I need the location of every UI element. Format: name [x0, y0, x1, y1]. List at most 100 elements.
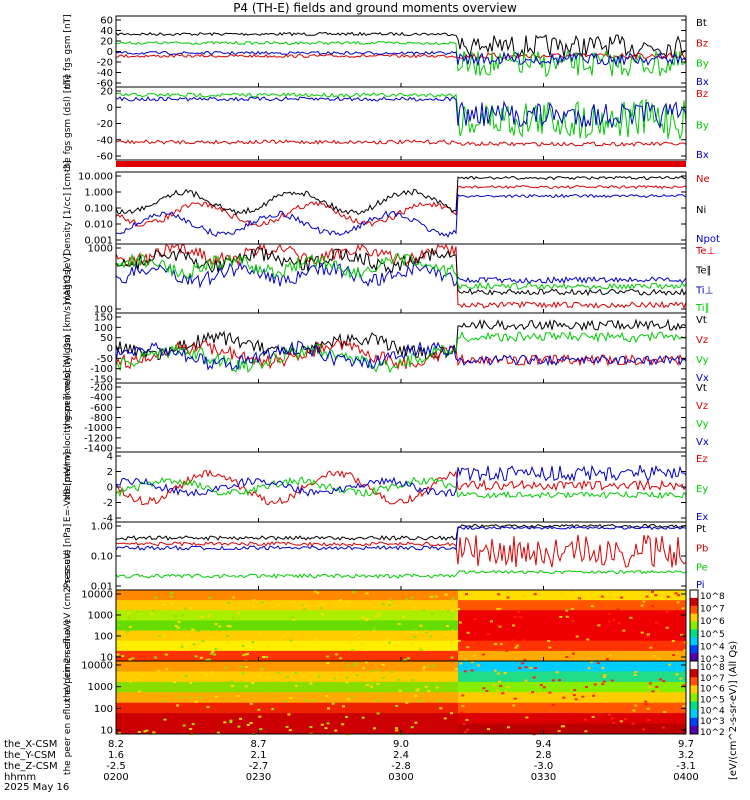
heatmap-speckle: [116, 653, 120, 656]
heatmap-speckle: [555, 671, 559, 674]
series-by: [115, 40, 687, 78]
heatmap-speckle: [622, 629, 626, 632]
heatmap-speckle: [647, 633, 650, 636]
heatmap-speckle: [405, 598, 408, 601]
orbit-row-value: 8.7: [251, 739, 267, 750]
y-tick-label: -2: [103, 498, 113, 509]
heatmap-speckle: [388, 604, 391, 607]
panel-frame: [115, 382, 687, 453]
heatmap-speckle: [647, 719, 651, 721]
heatmap-speckle: [523, 659, 527, 662]
heatmap-speckle: [562, 696, 566, 699]
heatmap-speckle: [607, 713, 611, 716]
heatmap-speckle: [274, 686, 277, 688]
heatmap-speckle: [430, 612, 434, 615]
colorbar-segment: [690, 629, 698, 638]
heatmap-speckle: [439, 707, 443, 710]
heatmap-speckle: [682, 705, 686, 708]
heatmap-speckle: [410, 643, 413, 646]
heatmap-speckle: [529, 666, 533, 669]
heatmap-speckle: [607, 612, 611, 615]
legend-label: Bx: [696, 150, 709, 161]
heatmap-speckle: [683, 649, 687, 652]
heatmap-speckle: [457, 608, 461, 610]
heatmap-speckle: [205, 658, 209, 661]
y-tick-label: 0.10: [91, 552, 113, 563]
heatmap-speckle: [651, 690, 655, 693]
colorbar-segment: [690, 605, 698, 615]
heatmap-band: [458, 681, 686, 693]
legend-label: Ni: [696, 205, 706, 216]
heatmap-speckle: [398, 689, 402, 692]
orbit-row-value: 3.2: [678, 750, 694, 761]
heatmap-speckle: [415, 631, 418, 634]
heatmap-speckle: [642, 600, 646, 603]
colorbar-segment: [690, 701, 698, 711]
colorbar-tick-label: 10^7: [700, 605, 725, 615]
heatmap-speckle: [668, 663, 672, 666]
heatmap-speckle: [662, 726, 665, 729]
colorbar-tick-label: 10^3: [700, 717, 725, 727]
y-tick-label: 2: [107, 467, 113, 478]
colorbar-segment: [690, 661, 698, 670]
heatmap-speckle: [207, 614, 211, 617]
heatmap-speckle: [414, 694, 418, 697]
heatmap-speckle: [551, 704, 555, 706]
heatmap-speckle: [539, 684, 543, 687]
heatmap-speckle: [121, 655, 125, 657]
heatmap-speckle: [444, 593, 448, 596]
y-axis-label: Pressure [nPa]: [63, 524, 73, 589]
heatmap-speckle: [351, 649, 355, 652]
date-label: 2025 May 16: [4, 782, 70, 793]
heatmap-speckle: [191, 723, 195, 726]
y-tick-label: 10000: [81, 590, 113, 601]
heatmap-speckle: [656, 689, 660, 692]
orbit-row-label: the_Y-CSM: [4, 750, 56, 761]
heatmap-speckle: [241, 644, 245, 647]
heatmap-speckle: [251, 641, 255, 644]
legend-label: Bx: [696, 77, 709, 88]
heatmap-speckle: [185, 633, 189, 636]
heatmap-speckle: [590, 605, 594, 608]
series-ey: [115, 476, 687, 500]
heatmap-speckle: [612, 721, 616, 724]
y-tick-label: 0.100: [84, 204, 113, 215]
panel-frame: [115, 171, 687, 245]
panel-frame: [115, 15, 687, 88]
colorbar-segment: [690, 613, 698, 623]
heatmap-speckle: [376, 682, 380, 685]
legend-label: Vx: [696, 373, 709, 384]
heatmap-speckle: [476, 664, 480, 667]
y-tick-label: 50: [100, 333, 113, 344]
heatmap-speckle: [229, 721, 233, 723]
legend-label: Vt: [696, 315, 707, 326]
heatmap-speckle: [395, 729, 399, 732]
heatmap-speckle: [218, 625, 222, 628]
heatmap-speckle: [231, 616, 235, 619]
heatmap-speckle: [326, 722, 330, 725]
heatmap-speckle: [565, 615, 569, 618]
heatmap-speckle: [126, 612, 130, 615]
heatmap-speckle: [180, 645, 184, 648]
legend-label: Bz: [696, 89, 708, 100]
heatmap-speckle: [210, 652, 213, 655]
heatmap-speckle: [406, 657, 410, 660]
heatmap-speckle: [211, 650, 215, 653]
heatmap-speckle: [463, 670, 467, 673]
heatmap-speckle: [117, 668, 121, 671]
heatmap-speckle: [410, 596, 414, 599]
heatmap-speckle: [140, 673, 144, 676]
heatmap-speckle: [681, 607, 685, 610]
heatmap-speckle: [657, 657, 661, 660]
heatmap-speckle: [511, 624, 515, 627]
heatmap-speckle: [432, 664, 436, 667]
legend-label: Te⊥: [695, 246, 715, 257]
heatmap-speckle: [151, 610, 155, 612]
heatmap-band: [458, 610, 686, 621]
heatmap-speckle: [446, 625, 449, 627]
heatmap-speckle: [496, 624, 500, 627]
heatmap-speckle: [490, 620, 493, 623]
y-tick-label: 0.010: [84, 220, 113, 231]
heatmap-speckle: [361, 716, 365, 719]
legend-label: Pt: [696, 524, 706, 535]
